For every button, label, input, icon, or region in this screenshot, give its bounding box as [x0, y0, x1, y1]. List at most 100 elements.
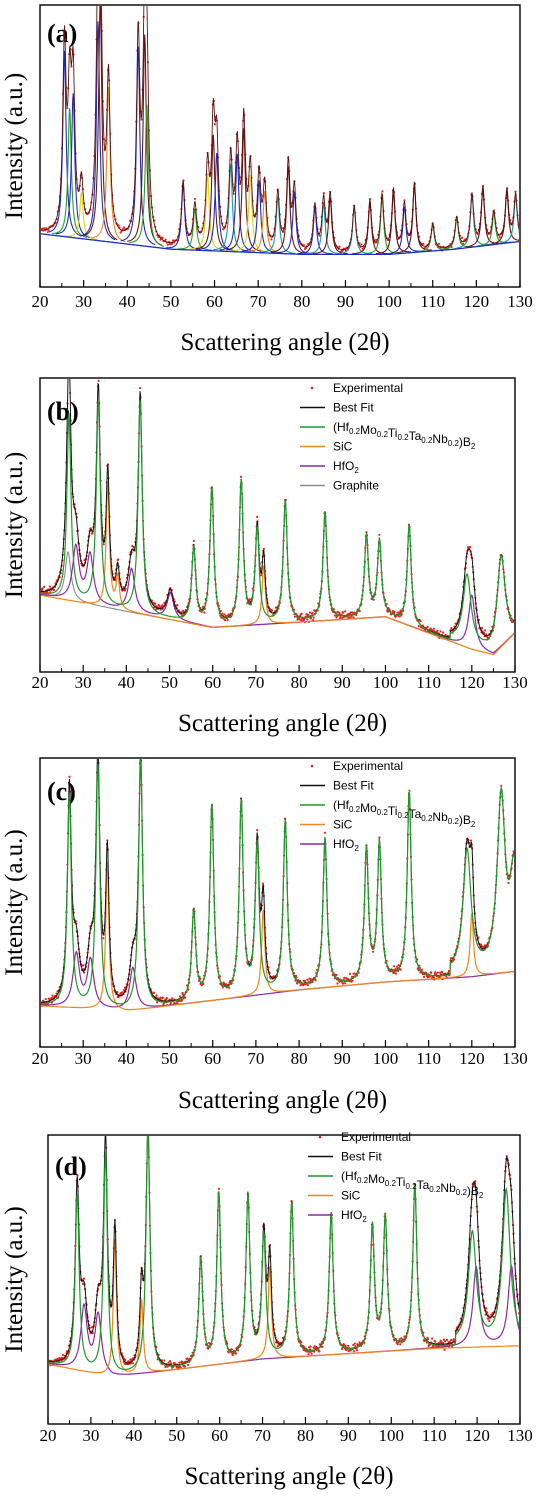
plot-area	[41, 6, 519, 256]
experimental-point	[164, 238, 167, 241]
fitted-peak	[165, 185, 201, 251]
best-fit-line	[41, 759, 514, 1004]
experimental-point	[231, 1353, 234, 1357]
experimental-point	[514, 190, 517, 193]
experimental-point	[139, 752, 141, 754]
x-tick-label: 110	[416, 673, 441, 692]
x-axis-title: Scattering angle (2θ)	[178, 710, 387, 737]
experimental-point	[165, 996, 169, 1000]
experimental-point	[122, 226, 125, 229]
experimental-point	[447, 971, 450, 974]
x-tick-label: 120	[464, 1426, 490, 1445]
fitted-peak	[247, 190, 283, 254]
legend-label-best_fit: Best Fit	[341, 1150, 382, 1164]
panel-label: (c)	[47, 777, 76, 806]
legend-label-best_fit: Best Fit	[333, 779, 374, 793]
experimental-point	[217, 1187, 221, 1190]
fitted-peak	[91, 86, 126, 243]
experimental-point	[43, 585, 46, 588]
experimental-point	[335, 973, 338, 977]
experimental-point	[147, 1117, 149, 1119]
experimental-point	[470, 839, 473, 842]
experimental-point	[436, 629, 439, 632]
experimental-point	[44, 997, 47, 1001]
fitted-peak	[129, 104, 165, 248]
experimental-point	[207, 1347, 210, 1350]
experimental-point	[484, 629, 487, 632]
panel-label: (d)	[55, 1152, 87, 1181]
experimental-point	[294, 974, 298, 977]
experimental-point	[314, 979, 317, 982]
experimental-point	[361, 247, 364, 250]
experimental-point	[183, 1365, 187, 1368]
x-tick-label: 40	[118, 673, 135, 692]
experimental-point	[355, 1349, 359, 1352]
experimental-point	[378, 533, 381, 536]
experimental-point	[102, 543, 105, 546]
experimental-point	[122, 989, 126, 992]
experimental-point	[147, 1127, 149, 1129]
fitted-peak	[52, 108, 87, 239]
experimental-point	[480, 627, 484, 630]
legend-label-hfo2: HfO2	[333, 837, 359, 853]
panel-label: (a)	[47, 19, 77, 48]
experimental-point	[322, 191, 325, 195]
fitted-peak	[352, 202, 388, 255]
x-tick-label: 60	[211, 1426, 228, 1445]
experimental-point	[306, 978, 309, 981]
experimental-point	[202, 982, 205, 985]
experimental-point	[262, 547, 265, 550]
experimental-point	[167, 1361, 170, 1364]
experimental-point	[476, 232, 479, 236]
x-tick-label: 120	[459, 673, 485, 692]
experimental-point	[461, 242, 465, 245]
experimental-point	[443, 1348, 446, 1351]
experimental-point	[176, 604, 179, 607]
experimental-point	[224, 614, 228, 618]
x-tick-label: 30	[75, 1049, 92, 1068]
plot-frame	[39, 4, 521, 288]
experimental-point	[170, 242, 174, 245]
experimental-point	[121, 991, 124, 994]
x-tick-label: 70	[250, 292, 267, 311]
experimental-point	[500, 784, 503, 788]
experimental-point	[365, 531, 368, 534]
fitted-peak	[82, 6, 118, 241]
experimental-point	[186, 1363, 190, 1366]
experimental-point	[417, 625, 420, 628]
legend-label-hfo2: HfO2	[333, 459, 359, 475]
x-tick-label: 60	[204, 673, 221, 692]
experimental-point	[323, 831, 327, 834]
experimental-point	[344, 1344, 347, 1348]
fitted-peak	[199, 152, 234, 251]
experimental-point	[295, 976, 298, 979]
experimental-point	[426, 1338, 430, 1341]
legend-marker-experimental	[318, 1135, 322, 1139]
legend-label-experimental: Experimental	[333, 381, 403, 395]
experimental-point	[343, 976, 346, 979]
x-axis-title: Scattering angle (2θ)	[178, 1087, 387, 1114]
experimental-point	[41, 587, 44, 590]
fitted-peak	[55, 93, 91, 239]
experimental-point	[310, 1352, 313, 1355]
experimental-point	[338, 245, 341, 248]
experimental-point	[447, 969, 450, 973]
experimental-point	[372, 950, 375, 953]
experimental-point	[422, 975, 426, 979]
experimental-point	[293, 615, 297, 618]
sic-line	[41, 482, 514, 656]
experimental-point	[82, 971, 86, 974]
experimental-point	[159, 238, 162, 241]
experimental-point	[226, 618, 229, 622]
legend: Experimental Best Fit (Hf0.2Mo0.2Ti0.2Ta0.…	[300, 381, 476, 493]
experimental-point	[67, 352, 69, 354]
best-fit-line	[41, 6, 519, 251]
experimental-point	[232, 192, 235, 195]
experimental-point	[41, 227, 44, 230]
x-tick-label: 20	[32, 1049, 49, 1068]
experimental-point	[436, 971, 440, 974]
experimental-point	[336, 982, 339, 985]
fitted-peak	[80, 21, 116, 241]
x-tick-label: 90	[337, 292, 354, 311]
experimental-point	[313, 1350, 316, 1353]
